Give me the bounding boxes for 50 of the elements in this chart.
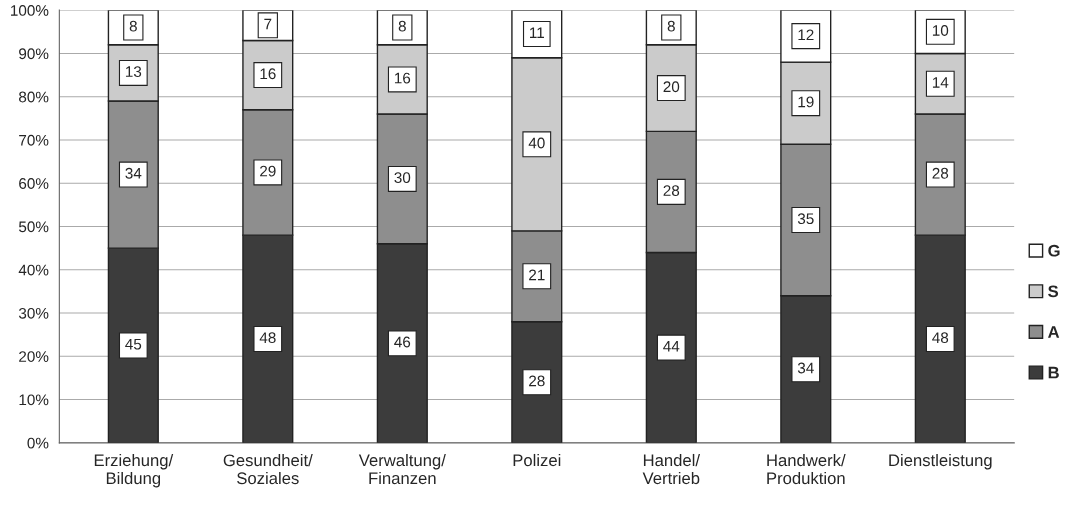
x-tick-label: Dienstleistung [889,453,992,470]
legend-label: S [1048,285,1059,298]
y-tick-label: 50% [18,221,49,233]
data-label: 10 [932,25,949,36]
x-tick-label: Handwerk/ Produktion [767,453,846,485]
data-label: 19 [798,96,814,108]
data-label: 40 [528,137,545,149]
data-label: 11 [530,27,544,38]
data-label: 8 [398,20,406,32]
data-label: 30 [394,172,411,184]
y-tick-label: 90% [19,48,49,60]
y-tick-label: 0% [27,437,49,449]
data-label: 8 [129,20,137,32]
y-tick-label: 30% [18,307,49,319]
y-tick-label: 70% [19,134,49,146]
x-tick-label: Verwaltung/ Finanzen [358,453,446,485]
data-label: 21 [529,269,545,281]
x-tick-label: Handel/ Vertrieb [642,453,701,485]
data-label: 28 [529,375,545,387]
data-label: 14 [932,77,949,88]
data-label: 29 [260,165,276,177]
data-label: 20 [663,81,680,93]
data-label: 34 [797,362,814,374]
data-label: 12 [798,29,814,41]
y-tick-label: 40% [18,264,49,276]
data-label: 13 [125,66,142,78]
x-tick-label: Gesundheit/ Soziales [223,453,313,485]
y-tick-label: 60% [19,178,49,189]
data-label: 48 [259,332,276,344]
data-label: 48 [932,332,949,344]
data-label: 16 [394,72,411,84]
data-label: 28 [932,167,949,179]
legend-label: A [1048,326,1060,338]
data-label: 7 [264,18,272,30]
y-tick-label: 20% [19,351,49,362]
legend-label: G [1048,244,1060,257]
data-label: 45 [125,338,142,350]
data-label: 16 [260,68,276,80]
data-label: 34 [125,167,142,179]
data-label: 35 [797,213,814,225]
y-tick-label: 100% [11,5,49,16]
y-tick-label: 10% [19,394,49,406]
legend-label: B [1048,366,1059,379]
data-label: 28 [663,185,680,196]
y-tick-label: 80% [19,91,49,103]
data-label: 8 [667,20,675,32]
data-label: 44 [663,341,680,352]
x-tick-label: Polizei [513,453,561,467]
data-label: 46 [394,336,411,348]
x-tick-label: Erziehung/ Bildung [94,453,174,488]
